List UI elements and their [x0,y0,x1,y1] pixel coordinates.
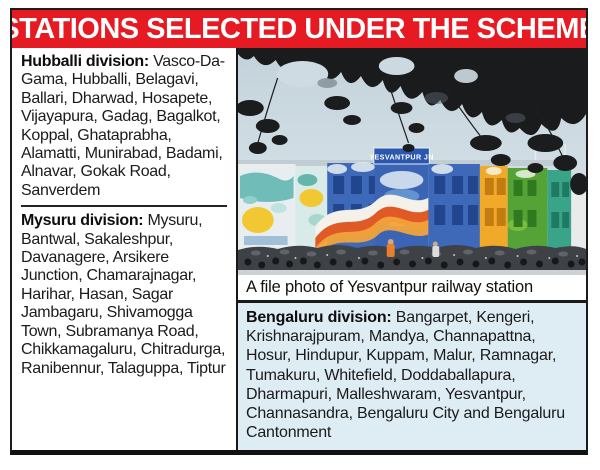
photo-caption: A file photo of Yesvantpur railway stati… [238,275,586,303]
panel-body: Hubballi division: Vasco-Da-Gama, Hubbal… [12,48,586,450]
hubballi-division-label: Hubballi division: [21,53,149,70]
station-photo-art: YESVANTPUR JN [238,48,586,275]
headline-text: STATIONS SELECTED UNDER THE SCHEME [10,12,588,45]
bengaluru-division-block: Bengaluru division: Bangarpet, Kengeri, … [246,308,578,442]
pedestrian-figures [386,239,440,257]
station-sign-text: YESVANTPUR JN [369,153,433,161]
section-divider [21,205,227,208]
mysuru-division-block: Mysuru division: Mysuru, Bantwal, Sakale… [21,212,227,378]
station-sign-board [373,147,430,165]
bengaluru-division-stations: Bangarpet, Kengeri, Krishnarajpuram, Man… [246,309,565,442]
bengaluru-division-label: Bengaluru division: [246,309,392,326]
mysuru-division-label: Mysuru division: [21,212,144,230]
hubballi-division-block: Hubballi division: Vasco-Da-Gama, Hubbal… [21,53,227,200]
stations-left-column: Hubballi division: Vasco-Da-Gama, Hubbal… [12,48,238,450]
station-building: YESVANTPUR JN [238,147,572,258]
distant-building [567,178,586,248]
mysuru-division-stations: Mysuru, Bantwal, Sakaleshpur, Davanagere… [21,212,226,377]
infographic-panel: STATIONS SELECTED UNDER THE SCHEME Hubba… [10,8,588,455]
parked-motorcycles [238,239,586,275]
tree-canopy [238,48,586,195]
right-column: YESVANTPUR JN [238,48,586,450]
hubballi-division-stations: Vasco-Da-Gama, Hubballi, Belagavi, Balla… [21,53,225,199]
headline-banner: STATIONS SELECTED UNDER THE SCHEME [12,10,586,48]
station-photo: YESVANTPUR JN [238,48,586,275]
mural-waves [315,194,432,258]
bengaluru-panel: Bengaluru division: Bangarpet, Kengeri, … [238,303,586,450]
